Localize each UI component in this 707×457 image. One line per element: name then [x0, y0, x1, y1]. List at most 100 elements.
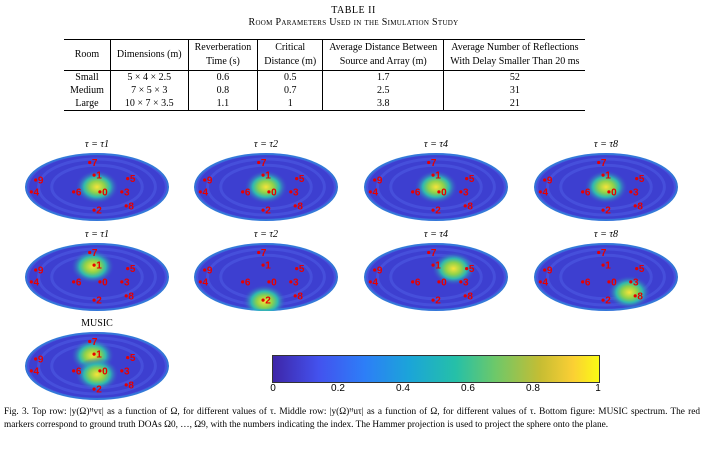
doa-marker-label: 9 [547, 176, 553, 187]
doa-marker-label: 1 [265, 261, 271, 272]
map-ripple [37, 157, 157, 217]
doa-marker [88, 160, 92, 165]
doa-marker-label: 8 [637, 202, 643, 213]
map-fill [364, 153, 508, 221]
doa-marker-label: 1 [605, 171, 611, 182]
doa-marker-label: 3 [463, 188, 469, 199]
table-label: TABLE II [331, 5, 376, 16]
table-cell: 0.5 [257, 70, 324, 84]
map-peak [244, 170, 288, 204]
doa-marker-label: 8 [637, 292, 643, 303]
doa-marker [411, 190, 415, 194]
hammer-map: 01 2 3 4 5 6 7 8 9 [25, 243, 169, 311]
doa-marker-label: 1 [265, 171, 271, 182]
doa-marker-label: 9 [38, 176, 44, 187]
plot-title: τ = τ8 [594, 139, 618, 150]
plot-title: MUSIC [81, 318, 113, 329]
doa-marker-label: 0 [271, 188, 277, 199]
table-row: Medium 7 × 5 × 3 0.8 0.7 2.5 31 [64, 84, 585, 97]
doa-marker [120, 280, 124, 284]
doa-marker [261, 263, 265, 267]
map-edge [364, 153, 508, 221]
doa-marker-label: 9 [547, 266, 553, 277]
doa-marker [29, 280, 33, 284]
table-cell: Medium [64, 84, 111, 97]
hammer-map: 01 2 3 4 5 6 7 8 9 [194, 243, 338, 311]
doa-marker [198, 280, 202, 284]
hammer-map: 01 2 3 4 5 6 7 8 9 [25, 332, 169, 400]
doa-marker-label: 0 [611, 278, 617, 289]
doa-marker [198, 190, 202, 194]
doa-marker-label: 8 [128, 292, 134, 303]
doa-marker-label: 5 [469, 264, 475, 275]
doa-marker-label: 2 [435, 206, 441, 217]
doa-marker [92, 387, 96, 391]
doa-marker [295, 267, 299, 271]
doa-marker [295, 177, 299, 181]
doa-marker-label: 6 [415, 278, 421, 289]
doa-marker [29, 190, 33, 194]
doa-marker [124, 294, 128, 298]
doa-marker [120, 369, 124, 373]
doa-marker [29, 369, 33, 373]
doa-marker-label: 6 [76, 278, 82, 289]
doa-marker-label: 1 [605, 261, 611, 272]
doa-marker-label: 2 [435, 296, 441, 307]
map-ripple [195, 153, 337, 221]
doa-marker [463, 294, 467, 298]
doa-marker [633, 294, 637, 298]
doa-marker-label: 0 [441, 278, 447, 289]
doa-marker [126, 177, 130, 181]
hammer-map: 01 2 3 4 5 6 7 8 9 [194, 153, 338, 221]
doa-marker [635, 177, 639, 181]
doa-marker-label: 1 [96, 171, 102, 182]
doa-marker [34, 268, 38, 272]
doa-marker [98, 369, 102, 373]
map-peak [70, 249, 115, 284]
hammer-map: 01 2 3 4 5 6 7 8 9 [534, 153, 678, 221]
doa-marker-label: 5 [130, 353, 136, 364]
map-fill [25, 332, 169, 400]
doa-marker [538, 280, 542, 284]
doa-marker [72, 369, 76, 373]
doa-marker-label: 8 [467, 292, 473, 303]
doa-marker [581, 280, 585, 284]
doa-marker [203, 178, 207, 182]
map-peak [75, 170, 119, 204]
map-fill [25, 243, 169, 311]
doa-marker [293, 204, 297, 208]
doa-marker [98, 280, 102, 284]
doa-marker [92, 173, 96, 177]
table-cell: 31 [509, 85, 520, 96]
plot-title: τ = τ4 [424, 139, 448, 150]
doa-marker-label: 6 [76, 188, 82, 199]
doa-marker-label: 7 [431, 158, 437, 169]
doa-marker-label: 5 [469, 174, 475, 185]
doa-marker [463, 204, 467, 208]
table-caption: Room Parameters Used in the Simulation S… [248, 17, 459, 28]
doa-marker [92, 263, 96, 267]
doa-marker-label: 6 [76, 367, 82, 378]
doa-marker [257, 160, 261, 165]
map-ripple [37, 247, 157, 307]
doa-marker-label: 4 [203, 188, 209, 199]
doa-marker [261, 298, 265, 302]
map-fill [534, 243, 678, 311]
doa-marker [72, 280, 76, 284]
doa-marker [88, 250, 92, 255]
map-ripple [365, 153, 507, 221]
doa-marker [431, 263, 435, 267]
doa-marker-label: 7 [601, 158, 607, 169]
doa-marker-label: 1 [435, 261, 441, 272]
table-cell: 0.6 [188, 70, 259, 84]
doa-marker [261, 173, 265, 177]
doa-marker-label: 7 [601, 248, 607, 259]
doa-marker [607, 190, 611, 194]
map-ripple [37, 336, 157, 396]
doa-marker-label: 5 [299, 264, 305, 275]
map-ripple [26, 332, 168, 400]
